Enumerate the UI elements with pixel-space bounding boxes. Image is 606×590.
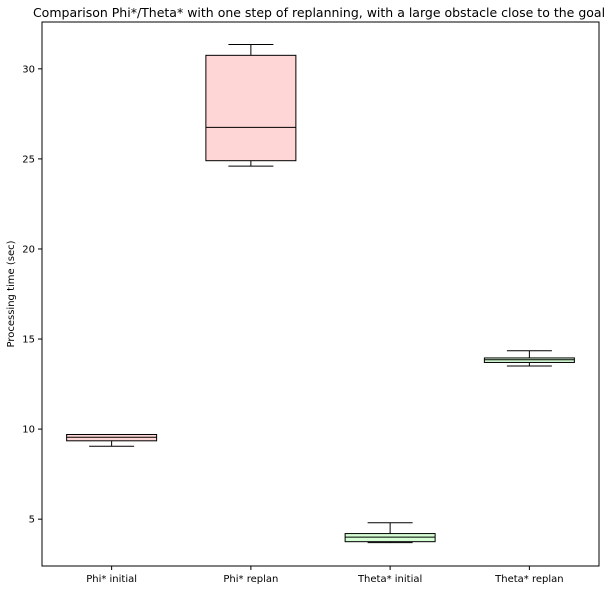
- box-group: [483, 350, 575, 367]
- x-tick-label: Theta* replan: [494, 574, 563, 585]
- box-group: [205, 44, 297, 167]
- y-tick-label: 25: [22, 154, 35, 165]
- y-tick-label: 10: [22, 425, 35, 436]
- boxes-layer: [66, 44, 575, 544]
- chart-title: Comparison Phi*/Theta* with one step of …: [33, 5, 605, 20]
- x-axis: Phi* initial Phi* replan Theta* initial The…: [86, 566, 564, 585]
- y-tick-label: 5: [29, 515, 35, 526]
- y-axis: 5 10 15 20 25 30: [22, 64, 42, 526]
- plot-area: [41, 21, 600, 567]
- y-axis-label: Processing time (sec): [6, 240, 17, 347]
- box-group: [344, 522, 436, 544]
- x-tick-label: Theta* initial: [357, 574, 422, 585]
- y-tick-label: 15: [22, 335, 35, 346]
- axes-frame: [41, 21, 600, 567]
- x-tick-label: Phi* initial: [86, 574, 137, 585]
- box-group: [66, 434, 158, 447]
- box-iqr: [205, 54, 297, 162]
- y-tick-label: 20: [22, 244, 35, 255]
- y-tick-label: 30: [22, 64, 35, 75]
- x-tick-label: Phi* replan: [223, 574, 278, 585]
